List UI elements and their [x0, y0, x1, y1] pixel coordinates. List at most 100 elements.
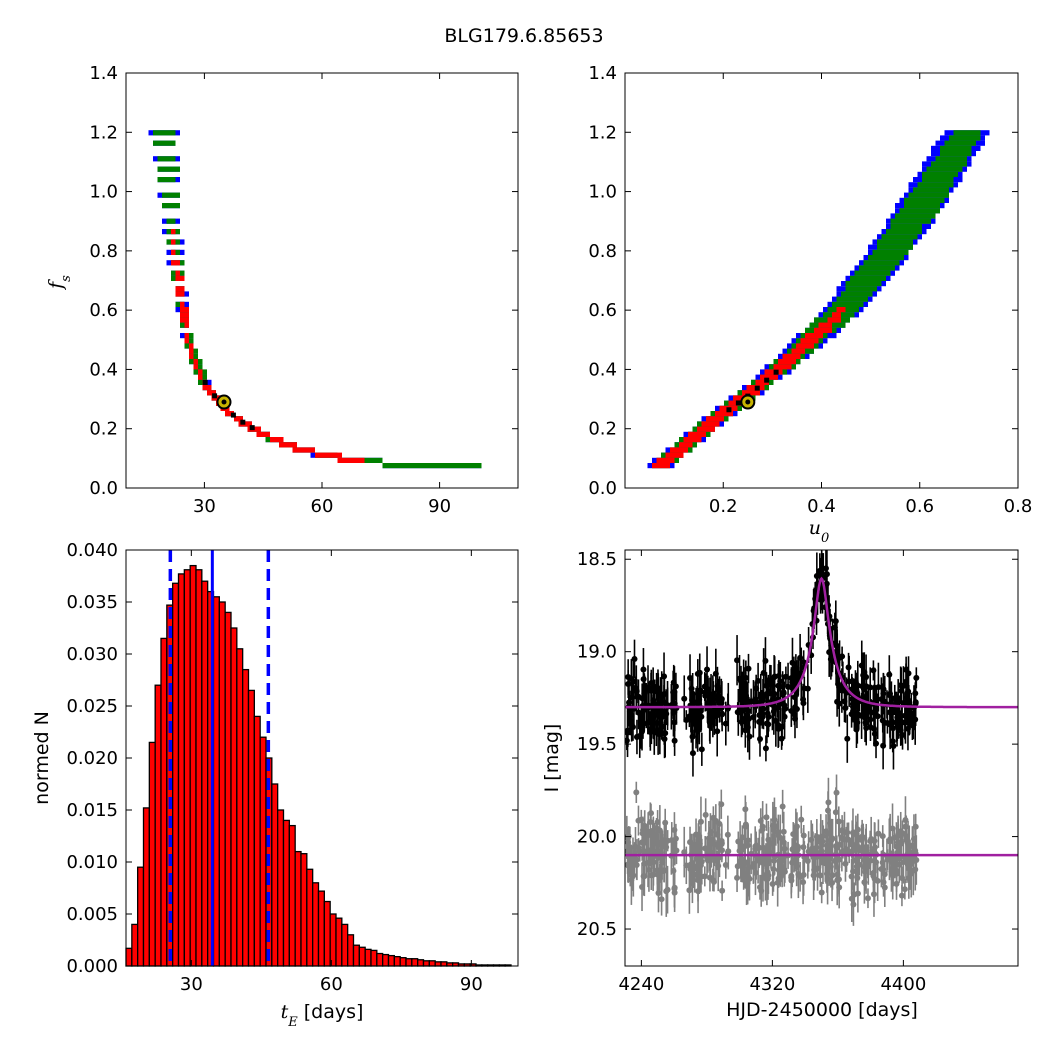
data-point	[718, 697, 725, 704]
heatmap-cell-green	[944, 187, 949, 193]
data-point	[702, 692, 709, 699]
heatmap-cell-green	[935, 156, 940, 162]
y-axis-label-sub: s	[59, 275, 74, 282]
heatmap-cell-green	[854, 270, 859, 276]
residual-point	[658, 896, 665, 903]
heatmap-cell-green	[940, 177, 945, 183]
heatmap-cell-green	[940, 156, 945, 162]
histogram-bar	[294, 850, 302, 967]
residual-point	[849, 840, 856, 847]
data-point	[841, 698, 848, 705]
histogram-bar	[183, 569, 191, 967]
heatmap-cell-red	[333, 452, 338, 458]
heatmap-cell-green	[769, 364, 774, 370]
heatmap-cell-blue	[175, 156, 180, 162]
heatmap-cell-green	[958, 151, 963, 157]
histogram-bar	[195, 569, 203, 967]
data-point	[760, 705, 767, 712]
y-tick-label: 1.0	[89, 182, 118, 203]
heatmap-cell-red	[805, 338, 810, 344]
heatmap-cell-blue	[881, 229, 886, 235]
y-tick-label: 0.8	[89, 241, 118, 262]
heatmap-cell-green	[396, 463, 401, 469]
x-tick-label: 60	[311, 496, 334, 517]
heatmap-cell-green	[814, 317, 819, 323]
heatmap-cell-blue	[854, 312, 859, 318]
residual-point	[771, 816, 778, 823]
x-tick-label: 0.6	[905, 496, 934, 517]
heatmap-cell-green	[917, 197, 922, 203]
data-point	[681, 695, 688, 702]
heatmap-cell-red	[679, 442, 684, 448]
heatmap-cell-green	[931, 182, 936, 188]
residual-point	[737, 847, 744, 854]
heatmap-cell-green	[166, 229, 171, 235]
heatmap-cell-green	[904, 223, 909, 229]
heatmap-cell-green	[845, 317, 850, 323]
heatmap-cell-green	[940, 166, 945, 172]
heatmap-cell-green	[890, 229, 895, 235]
heatmap-cell-green	[953, 161, 958, 167]
heatmap-cell-green	[850, 307, 855, 313]
heatmap-cell-green	[931, 192, 936, 198]
heatmap-cell-red	[652, 463, 657, 469]
residual-point	[836, 884, 843, 891]
heatmap-cell-red	[256, 426, 261, 432]
data-point	[760, 669, 767, 676]
heatmap-cell-green	[917, 182, 922, 188]
heatmap-cell-green	[908, 197, 913, 203]
heatmap-cell-green	[908, 239, 913, 245]
residual-point	[681, 849, 688, 856]
heatmap-cell-green	[931, 213, 936, 219]
heatmap-cell-blue	[886, 218, 891, 224]
heatmap-cell-green	[850, 281, 855, 287]
heatmap-cell-green	[899, 218, 904, 224]
heatmap-cell-blue	[832, 333, 837, 339]
heatmap-cell-red	[710, 421, 715, 427]
heatmap-cell-green	[171, 140, 176, 146]
heatmap-cell-blue	[733, 411, 738, 417]
y-tick-label: 20.5	[577, 919, 617, 940]
heatmap-cell-blue	[985, 130, 990, 136]
histogram-bar	[440, 961, 448, 967]
panel-te-histogram: 30 60 90 0.000 0.005 0.010 0.015 0.020 0.025 0.03…	[31, 540, 519, 1030]
heatmap-cell-green	[949, 177, 954, 183]
heatmap-cell-blue	[926, 223, 931, 229]
heatmap-cell-green	[971, 135, 976, 141]
heatmap-cell-green	[908, 223, 913, 229]
residual-point	[764, 849, 771, 856]
y-tick-label: 0.6	[89, 300, 118, 321]
heatmap-cell-green	[859, 275, 864, 281]
data-point	[779, 723, 786, 730]
heatmap-cell-red	[710, 416, 715, 422]
heatmap-cell-green	[787, 348, 792, 354]
heatmap-cell-red	[832, 317, 837, 323]
heatmap-cell-red	[809, 343, 814, 349]
residual-point	[851, 891, 858, 898]
heatmap-cell-green	[162, 130, 167, 136]
heatmap-cell-green	[877, 239, 882, 245]
heatmap-cell-green	[922, 208, 927, 214]
heatmap-cell-green	[949, 140, 954, 146]
heatmap-cell-green	[868, 265, 873, 271]
heatmap-cell-red	[346, 457, 351, 463]
heatmap-cell-green	[922, 197, 927, 203]
heatmap-cell-blue	[782, 348, 787, 354]
heatmap-cell-green	[886, 234, 891, 240]
heatmap-cell-green	[189, 359, 194, 365]
heatmap-cell-red	[692, 437, 697, 443]
residual-point	[707, 849, 714, 856]
heatmap-cell-green	[904, 229, 909, 235]
data-point	[671, 700, 678, 707]
heatmap-cell-red	[189, 343, 194, 349]
residual-point	[770, 866, 777, 873]
heatmap-cell-red	[337, 452, 342, 458]
heatmap-cell-green	[922, 192, 927, 198]
data-point	[897, 727, 904, 734]
heatmap-cell-green	[890, 249, 895, 255]
heatmap-cell-blue	[180, 239, 185, 245]
heatmap-cell-blue	[818, 343, 823, 349]
heatmap-cell-red	[665, 457, 670, 463]
heatmap-cell-red	[701, 431, 706, 437]
heatmap-cell-green	[940, 145, 945, 151]
